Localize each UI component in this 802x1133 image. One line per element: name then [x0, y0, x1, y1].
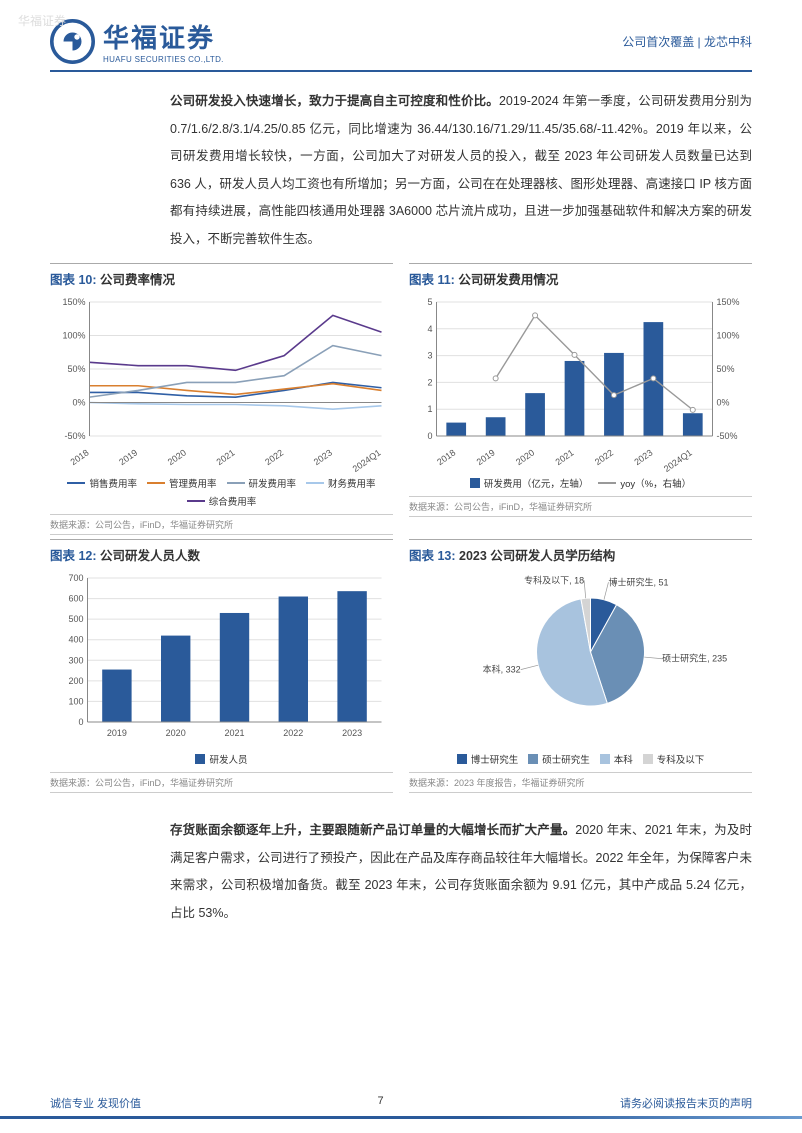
svg-text:2021: 2021 — [224, 728, 244, 738]
chart-10-svg: -50% 0% 50% 100% 150% 2018 2019 2020 2021 2022 202… — [50, 292, 393, 472]
svg-text:2018: 2018 — [69, 447, 91, 467]
paragraph-2-bold: 存货账面余额逐年上升，主要跟随新产品订单量的大幅增长而扩大产量。 — [170, 823, 575, 837]
svg-text:200: 200 — [68, 676, 83, 686]
svg-text:2019: 2019 — [107, 728, 127, 738]
chart-10-title: 公司费率情况 — [100, 273, 175, 287]
brand-name-cn: 华福证券 — [103, 18, 224, 55]
paragraph-2-text: 2020 年末、2021 年末，为及时满足客户需求，公司进行了预投产，因此在产品… — [170, 823, 752, 920]
header-right: 公司首次覆盖 | 龙芯中科 — [622, 33, 752, 50]
svg-text:700: 700 — [68, 573, 83, 583]
svg-text:2020: 2020 — [166, 447, 188, 467]
svg-text:2023: 2023 — [632, 447, 654, 467]
svg-text:2020: 2020 — [514, 447, 536, 467]
footer-bar — [0, 1116, 802, 1119]
svg-text:2021: 2021 — [554, 447, 576, 467]
svg-text:400: 400 — [68, 635, 83, 645]
svg-text:0: 0 — [78, 717, 83, 727]
chart-12-num: 图表 12: — [50, 549, 97, 563]
svg-text:0%: 0% — [72, 398, 85, 408]
svg-text:博士研究生, 51: 博士研究生, 51 — [608, 576, 668, 587]
chart-12-legend: 研发人员 — [50, 748, 393, 770]
svg-text:600: 600 — [68, 594, 83, 604]
svg-text:2019: 2019 — [117, 447, 139, 467]
chart-10-num: 图表 10: — [50, 273, 97, 287]
chart-11-title: 公司研发费用情况 — [458, 273, 558, 287]
svg-text:2022: 2022 — [593, 447, 615, 467]
page-header: 华福证券 HUAFU SECURITIES CO.,LTD. 公司首次覆盖 | … — [50, 0, 752, 72]
svg-text:2019: 2019 — [475, 447, 497, 467]
chart-12: 图表 12: 公司研发人员人数 0 100 200 300 400 500 600 700 20… — [50, 539, 393, 793]
watermark: 华福证券 — [18, 12, 66, 29]
svg-text:专科及以下, 18: 专科及以下, 18 — [524, 574, 584, 585]
svg-text:50%: 50% — [67, 364, 85, 374]
chart-10-source: 数据来源：公司公告，iFinD，华福证券研究所 — [50, 514, 393, 535]
chart-11: 图表 11: 公司研发费用情况 0 1 2 3 4 5 -50% 0% 50% 100% 150% 2… — [409, 263, 752, 535]
chart-13-svg: 博士研究生, 51 硕士研究生, 235 本科, 332 专科及以下, 18 — [409, 568, 752, 748]
chart-13-num: 图表 13: — [409, 549, 456, 563]
svg-text:2022: 2022 — [263, 447, 285, 467]
brand-name-en: HUAFU SECURITIES CO.,LTD. — [103, 55, 224, 64]
chart-11-num: 图表 11: — [409, 273, 455, 287]
svg-text:300: 300 — [68, 655, 83, 665]
svg-text:1: 1 — [427, 404, 432, 414]
svg-text:2022: 2022 — [283, 728, 303, 738]
chart-10-legend: 销售费用率管理费用率研发费用率财务费用率综合费用率 — [50, 472, 393, 512]
chart-11-source: 数据来源：公司公告，iFinD，华福证券研究所 — [409, 496, 752, 517]
chart-12-svg: 0 100 200 300 400 500 600 700 2019 2020 2021 2022 20… — [50, 568, 393, 748]
svg-text:3: 3 — [427, 351, 432, 361]
footer-left: 诚信专业 发现价值 — [50, 1095, 141, 1111]
svg-text:2018: 2018 — [435, 447, 457, 467]
svg-text:100: 100 — [68, 696, 83, 706]
chart-12-title: 公司研发人员人数 — [100, 549, 200, 563]
svg-text:-50%: -50% — [717, 431, 738, 441]
svg-text:本科, 332: 本科, 332 — [483, 664, 521, 675]
svg-text:0%: 0% — [717, 398, 730, 408]
svg-text:0: 0 — [427, 431, 432, 441]
svg-text:2023: 2023 — [342, 728, 362, 738]
svg-text:500: 500 — [68, 614, 83, 624]
chart-11-legend: 研发费用（亿元，左轴）yoy（%，右轴） — [409, 472, 752, 494]
svg-text:5: 5 — [427, 297, 432, 307]
svg-text:2024Q1: 2024Q1 — [662, 447, 694, 472]
svg-text:100%: 100% — [717, 331, 740, 341]
chart-11-svg: 0 1 2 3 4 5 -50% 0% 50% 100% 150% 2018 2019 2020 2021 2… — [409, 292, 752, 472]
paragraph-1: 公司研发投入快速增长，致力于提高自主可控度和性价比。2019-2024 年第一季… — [170, 88, 752, 253]
footer-right: 请务必阅读报告末页的声明 — [620, 1095, 752, 1111]
svg-text:2020: 2020 — [166, 728, 186, 738]
svg-text:150%: 150% — [717, 297, 740, 307]
paragraph-2: 存货账面余额逐年上升，主要跟随新产品订单量的大幅增长而扩大产量。2020 年末、… — [170, 817, 752, 927]
svg-text:150%: 150% — [62, 297, 85, 307]
svg-text:2: 2 — [427, 377, 432, 387]
svg-text:50%: 50% — [717, 364, 735, 374]
page-number: 7 — [377, 1095, 383, 1111]
chart-13: 图表 13: 2023 公司研发人员学历结构 博士研究生, 51 硕士研究生, 2… — [409, 539, 752, 793]
page-footer: 诚信专业 发现价值 7 请务必阅读报告末页的声明 — [50, 1095, 752, 1111]
chart-12-source: 数据来源：公司公告，iFinD，华福证券研究所 — [50, 772, 393, 793]
svg-text:2021: 2021 — [215, 447, 237, 467]
chart-13-source: 数据来源：2023 年度报告，华福证券研究所 — [409, 772, 752, 793]
chart-13-legend: 博士研究生硕士研究生本科专科及以下 — [409, 748, 752, 770]
svg-text:4: 4 — [427, 324, 432, 334]
svg-text:2024Q1: 2024Q1 — [351, 447, 383, 472]
svg-text:-50%: -50% — [64, 431, 85, 441]
paragraph-1-text: 2019-2024 年第一季度，公司研发费用分别为 0.7/1.6/2.8/3.… — [170, 94, 752, 246]
paragraph-1-bold: 公司研发投入快速增长，致力于提高自主可控度和性价比。 — [170, 94, 499, 108]
svg-text:硕士研究生, 235: 硕士研究生, 235 — [662, 653, 727, 664]
chart-10: 图表 10: 公司费率情况 -50% 0% 50% 100% 150% 2018 2019 2… — [50, 263, 393, 535]
svg-text:2023: 2023 — [312, 447, 334, 467]
chart-13-title: 2023 公司研发人员学历结构 — [459, 549, 615, 563]
svg-text:100%: 100% — [62, 331, 85, 341]
